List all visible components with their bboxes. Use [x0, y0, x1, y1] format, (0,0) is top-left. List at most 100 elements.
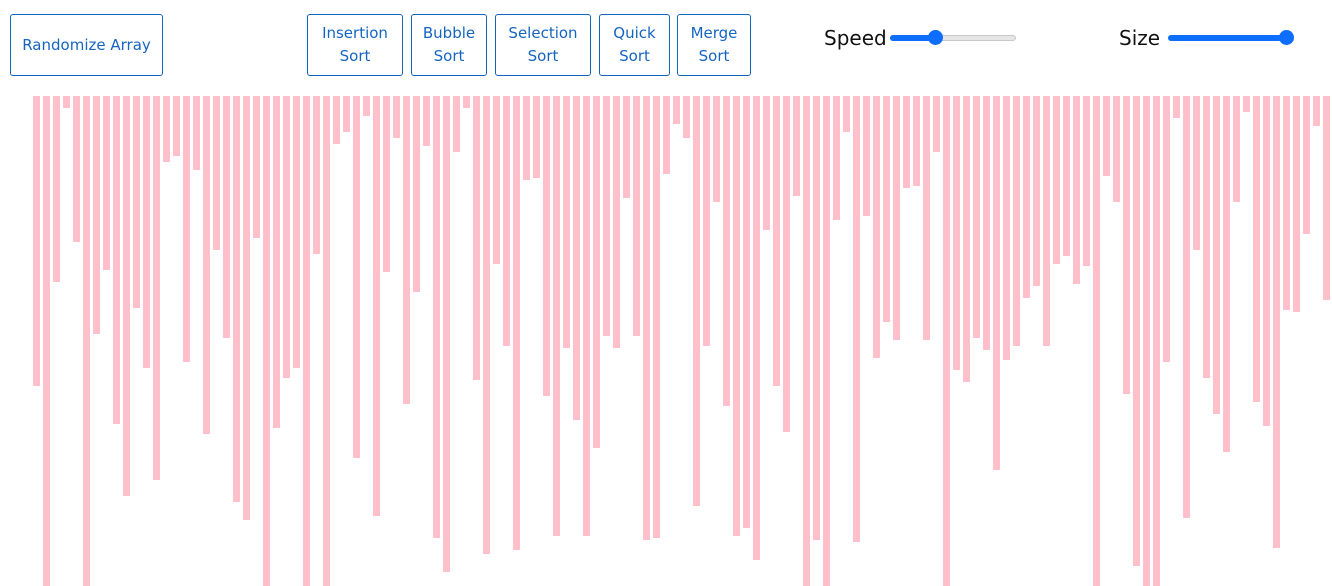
array-bar [893, 96, 900, 340]
array-bar [283, 96, 290, 378]
array-bar [793, 96, 800, 196]
randomize-array-button[interactable]: Randomize Array [10, 14, 163, 76]
array-bar [933, 96, 940, 152]
array-bar [923, 96, 930, 340]
array-bar [113, 96, 120, 424]
array-bar [1123, 96, 1130, 394]
array-bar [573, 96, 580, 420]
size-slider[interactable] [1168, 30, 1294, 45]
insertion-sort-label-line2: Sort [339, 47, 371, 65]
array-bar [1033, 96, 1040, 286]
array-bar [73, 96, 80, 242]
array-bars [0, 96, 1332, 586]
array-bar [743, 96, 750, 528]
array-bar [193, 96, 200, 170]
array-bar [863, 96, 870, 216]
array-bar [603, 96, 610, 336]
array-bar [263, 96, 270, 586]
speed-label: Speed [824, 26, 887, 50]
array-bar [873, 96, 880, 358]
array-bar [1293, 96, 1300, 312]
array-bar [623, 96, 630, 198]
array-bar [1273, 96, 1280, 548]
array-bar [693, 96, 700, 506]
array-bar [233, 96, 240, 502]
array-bar [833, 96, 840, 220]
array-bar [683, 96, 690, 138]
array-bar [203, 96, 210, 434]
array-bar [593, 96, 600, 448]
array-bar [753, 96, 760, 560]
array-bar [983, 96, 990, 350]
array-bar [963, 96, 970, 382]
array-bar [433, 96, 440, 538]
array-bar [1233, 96, 1240, 202]
quick-sort-label-line2: Sort [619, 47, 650, 65]
array-bar [703, 96, 710, 346]
merge-sort-label-line2: Sort [698, 47, 730, 65]
array-bar [1263, 96, 1270, 426]
merge-sort-button[interactable]: Merge Sort [677, 14, 751, 76]
size-slider-thumb[interactable] [1279, 30, 1294, 45]
array-bar [1053, 96, 1060, 264]
array-bar [733, 96, 740, 536]
array-bar [1133, 96, 1140, 566]
array-bar [1323, 96, 1330, 300]
array-bar [903, 96, 910, 188]
speed-slider[interactable] [890, 30, 1016, 45]
bubble-sort-button[interactable]: Bubble Sort [411, 14, 487, 76]
array-bar [823, 96, 830, 586]
array-bar [1223, 96, 1230, 452]
array-bar [473, 96, 480, 380]
array-bar [613, 96, 620, 348]
array-bar [173, 96, 180, 156]
array-bar [503, 96, 510, 346]
array-bar [1303, 96, 1310, 234]
array-bar [293, 96, 300, 368]
array-bar [643, 96, 650, 540]
array-bar [713, 96, 720, 202]
array-bar [853, 96, 860, 542]
array-bar [183, 96, 190, 362]
array-bar [443, 96, 450, 572]
array-bar [33, 96, 40, 386]
array-bar [413, 96, 420, 292]
array-bar [1193, 96, 1200, 250]
array-bar [1183, 96, 1190, 518]
array-bar [343, 96, 350, 132]
array-bar [63, 96, 70, 108]
array-bar [1173, 96, 1180, 118]
array-bar [43, 96, 50, 586]
array-bar [143, 96, 150, 368]
array-bar [253, 96, 260, 238]
array-bar [373, 96, 380, 516]
array-bar [1083, 96, 1090, 266]
array-bar [1003, 96, 1010, 360]
array-bar [223, 96, 230, 338]
array-bar [543, 96, 550, 396]
size-slider-fill [1168, 35, 1286, 41]
array-bar [1043, 96, 1050, 346]
selection-sort-button[interactable]: Selection Sort [495, 14, 591, 76]
array-bar [973, 96, 980, 338]
array-bar [213, 96, 220, 250]
bubble-sort-label-line1: Bubble [422, 24, 476, 42]
array-bar [353, 96, 360, 458]
array-bar [83, 96, 90, 586]
array-bar [663, 96, 670, 174]
selection-sort-label-line1: Selection [508, 24, 578, 42]
insertion-sort-button[interactable]: Insertion Sort [307, 14, 403, 76]
array-bar [843, 96, 850, 132]
speed-slider-thumb[interactable] [928, 30, 943, 45]
array-bar [493, 96, 500, 264]
array-bar [653, 96, 660, 538]
array-bar [553, 96, 560, 536]
array-bar [383, 96, 390, 272]
array-bar [883, 96, 890, 322]
bubble-sort-label-line2: Sort [433, 47, 465, 65]
array-bar [763, 96, 770, 230]
array-bar [1203, 96, 1210, 378]
array-bar [913, 96, 920, 186]
quick-sort-button[interactable]: Quick Sort [599, 14, 670, 76]
array-bar [333, 96, 340, 144]
